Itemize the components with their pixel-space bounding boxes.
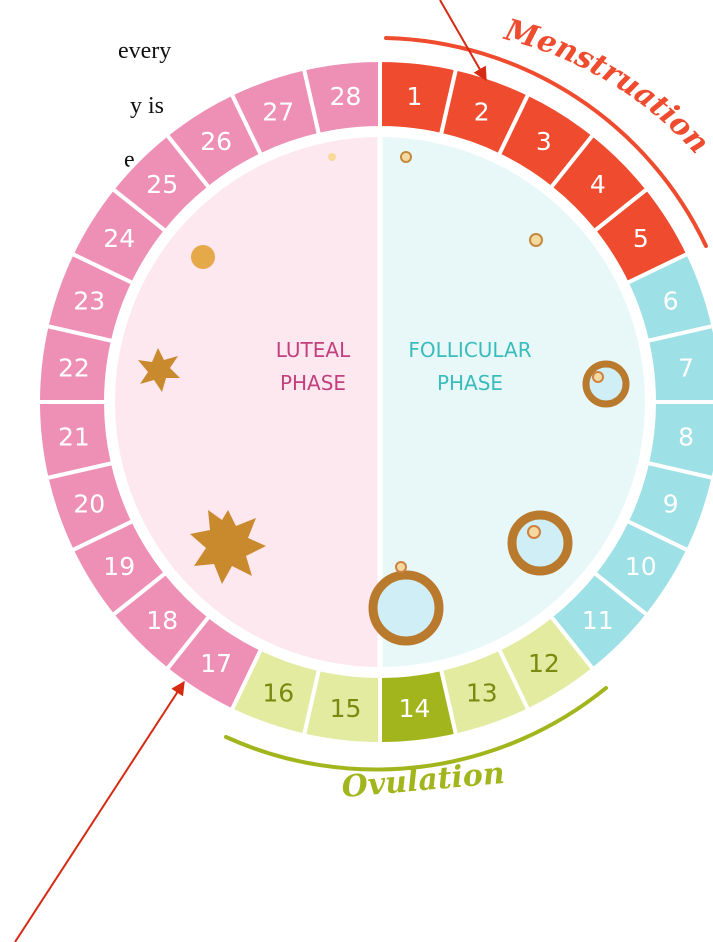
phase-label: FOLLICULAR bbox=[408, 338, 531, 362]
day-label: 8 bbox=[678, 422, 694, 451]
arrow bbox=[15, 682, 184, 942]
phase-label: PHASE bbox=[437, 371, 503, 395]
ovulation-label: Ovulation bbox=[340, 756, 506, 805]
day-label: 7 bbox=[678, 354, 694, 383]
day-label: 24 bbox=[103, 224, 135, 253]
phase-label: PHASE bbox=[280, 371, 346, 395]
day-label: 16 bbox=[262, 679, 294, 708]
day-label: 5 bbox=[633, 224, 649, 253]
day-label: 23 bbox=[73, 286, 105, 315]
day-label: 26 bbox=[200, 127, 232, 156]
day-label: 27 bbox=[262, 97, 294, 126]
day-label: 4 bbox=[590, 170, 606, 199]
day-label: 11 bbox=[582, 606, 614, 635]
day-label: 6 bbox=[663, 286, 679, 315]
day-label: 20 bbox=[73, 490, 105, 519]
day-label: 15 bbox=[330, 694, 362, 723]
day-label: 21 bbox=[58, 422, 90, 451]
day-label: 13 bbox=[466, 679, 498, 708]
day-label: 28 bbox=[330, 82, 362, 111]
phase-label: LUTEAL bbox=[276, 338, 351, 362]
side-text-line: every bbox=[118, 38, 171, 64]
day-label: 1 bbox=[407, 82, 423, 111]
day-label: 19 bbox=[103, 552, 135, 581]
day-label: 9 bbox=[663, 490, 679, 519]
day-label: 22 bbox=[58, 354, 90, 383]
day-label: 12 bbox=[528, 649, 560, 678]
day-label: 25 bbox=[146, 170, 178, 199]
day-label: 10 bbox=[625, 552, 657, 581]
day-label: 3 bbox=[536, 127, 552, 156]
day-label: 18 bbox=[146, 606, 178, 635]
day-label: 2 bbox=[474, 97, 490, 126]
side-text-line: y is bbox=[130, 93, 164, 119]
day-label: 14 bbox=[399, 694, 431, 723]
page: everyy ise areout 1234567891011121314151… bbox=[0, 0, 713, 942]
day-label: 17 bbox=[200, 649, 232, 678]
